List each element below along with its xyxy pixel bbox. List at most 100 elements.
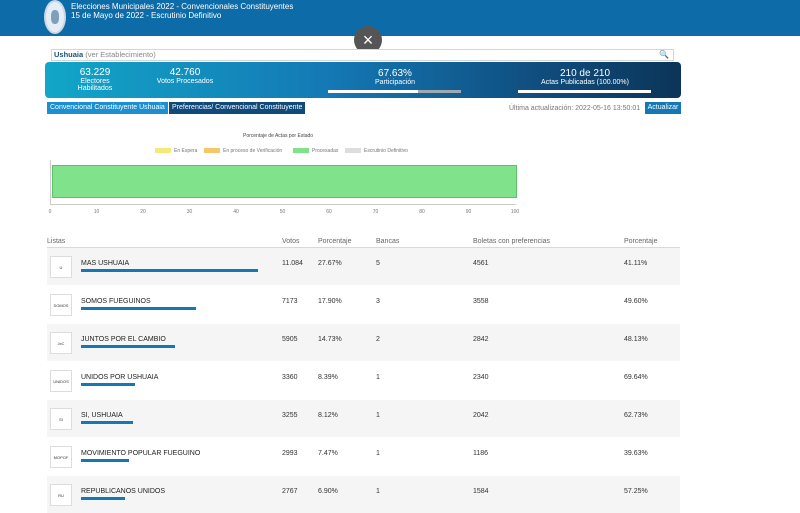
votes-cell: 3255 — [282, 412, 298, 419]
party-vote-bar — [81, 497, 126, 500]
update-button[interactable]: Actualizar — [645, 102, 681, 114]
party-logo: UNIDOS — [50, 370, 72, 392]
province-seal-logo — [44, 0, 66, 34]
stat-electores: 63.229 Electores Habilitados — [65, 67, 125, 92]
x-tick-label: 40 — [233, 209, 239, 215]
party-logo: JxC — [50, 332, 72, 354]
percentage-cell: 17.90% — [318, 298, 342, 305]
x-tick-label: 80 — [419, 209, 425, 215]
stat-votos: 42.760 Votos Procesados — [155, 67, 215, 85]
preference-percentage-cell: 62.73% — [624, 412, 648, 419]
party-logo: RU — [50, 484, 72, 506]
col-header-votos: Votos — [282, 238, 300, 245]
legend-item[interactable]: En Espera — [155, 148, 197, 154]
col-header-listas: Listas — [47, 238, 66, 245]
legend-label: Escrutinio Definitivo — [364, 148, 408, 154]
preference-ballots-cell: 2842 — [473, 336, 489, 343]
party-logo: MOPOF — [50, 446, 72, 468]
party-name: MOVIMIENTO POPULAR FUEGUINO — [81, 450, 201, 457]
legend-swatch — [204, 148, 220, 154]
percentage-cell: 6.90% — [318, 488, 338, 495]
col-header-porcentaje-preferencias: Porcentaje — [624, 238, 658, 245]
legend-label: En Espera — [174, 148, 198, 154]
electores-value: 63.229 — [79, 67, 111, 78]
percentage-cell: 27.67% — [318, 260, 342, 267]
party-name: JUNTOS POR EL CAMBIO — [81, 336, 166, 343]
votes-cell: 2993 — [282, 450, 298, 457]
seats-cell: 1 — [376, 488, 380, 495]
votes-cell: 2767 — [282, 488, 298, 495]
percentage-cell: 8.39% — [318, 374, 338, 381]
x-tick-label: 20 — [140, 209, 146, 215]
seats-cell: 1 — [376, 450, 380, 457]
party-logo: SI — [50, 408, 72, 430]
stat-actas: 210 de 210 Actas Publicadas (100.00%) — [515, 68, 655, 86]
x-tick-label: 70 — [372, 209, 379, 215]
table-row[interactable]: UNIDOS UNIDOS POR USHUAIA 3360 8.39% 1 2340 69… — [47, 362, 680, 399]
tab-convencional-ushuaia[interactable]: Convencional Constituyente Ushuaia — [47, 102, 168, 114]
legend-label: En proceso de Verificación — [223, 148, 283, 154]
preference-ballots-cell: 2042 — [473, 412, 489, 419]
party-logo: SOMOS — [50, 294, 72, 316]
table-row[interactable]: JxC JUNTOS POR EL CAMBIO 5905 14.73% 2 2842 48… — [47, 324, 680, 361]
participacion-value: 67.63% — [378, 68, 412, 79]
preference-percentage-cell: 39.63% — [624, 450, 648, 457]
table-row[interactable]: U MAS USHUAIA 11.084 27.67% 5 4561 41.11% — [47, 248, 680, 285]
col-header-bancas: Bancas — [376, 238, 400, 245]
votes-cell: 11.084 — [282, 260, 303, 267]
x-tick-label: 30 — [186, 209, 193, 215]
search-icon[interactable]: 🔍 — [659, 50, 669, 59]
party-name: REPUBLICANOS UNIDOS — [81, 488, 166, 495]
actas-label: Actas Publicadas (100.00%) — [541, 79, 629, 86]
actas-value: 210 de 210 — [559, 68, 611, 79]
chart-plot-area — [50, 160, 517, 205]
legend-item[interactable]: Procesadas — [293, 148, 338, 154]
legend-item[interactable]: En proceso de Verificación — [204, 148, 282, 154]
electores-label: Electores Habilitados — [77, 78, 113, 92]
preference-percentage-cell: 69.64% — [624, 374, 648, 381]
search-location: Ushuaia — [54, 50, 84, 59]
party-vote-bar — [81, 383, 135, 386]
location-search-input[interactable]: Ushuaia (ver Establecimiento) 🔍 — [51, 49, 674, 61]
legend-swatch — [345, 148, 361, 154]
stat-participacion: 67.63% Participación — [345, 68, 445, 86]
party-vote-bar — [81, 307, 196, 310]
header-subtitle: 15 de Mayo de 2022 - Escrutinio Definiti… — [71, 11, 222, 20]
party-vote-bar — [81, 421, 133, 424]
party-name: UNIDOS POR USHUAIA — [81, 374, 159, 381]
summary-banner: 63.229 Electores Habilitados 42.760 Voto… — [45, 62, 681, 98]
seats-cell: 2 — [376, 336, 380, 343]
seats-cell: 1 — [376, 412, 380, 419]
table-row[interactable]: SOMOS SOMOS FUEGUINOS 7173 17.90% 3 3558 49.60… — [47, 286, 680, 323]
preference-ballots-cell: 3558 — [473, 298, 489, 305]
tab-preferencias[interactable]: Preferencias/ Convencional Constituyente — [169, 102, 306, 114]
x-tick-label: 0 — [48, 209, 52, 215]
preference-percentage-cell: 41.11% — [624, 260, 648, 267]
percentage-cell: 7.47% — [318, 450, 338, 457]
x-tick-label: 50 — [279, 209, 286, 215]
legend-label: Procesadas — [312, 148, 339, 154]
preference-ballots-cell: 2340 — [473, 374, 489, 381]
table-row[interactable]: MOPOF MOVIMIENTO POPULAR FUEGUINO 2993 7.47… — [47, 438, 680, 475]
preference-percentage-cell: 57.25% — [624, 488, 648, 495]
legend-item[interactable]: Escrutinio Definitivo — [345, 148, 408, 154]
participacion-progress-bar — [328, 90, 418, 93]
seats-cell: 1 — [376, 374, 380, 381]
votes-cell: 3360 — [282, 374, 298, 381]
participacion-label: Participación — [374, 79, 416, 86]
chart-bar-procesadas[interactable] — [52, 165, 517, 198]
col-header-boletas: Boletas con preferencias — [473, 238, 551, 245]
votos-label: Votos Procesados — [156, 78, 214, 85]
table-row[interactable]: SI SI, USHUAIA 3255 8.12% 1 2042 62.73% — [47, 400, 680, 437]
party-vote-bar — [81, 345, 176, 348]
party-vote-bar — [81, 459, 129, 462]
x-tick-label: 60 — [326, 209, 332, 215]
table-row[interactable]: RU REPUBLICANOS UNIDOS 2767 6.90% 1 1584 57.25… — [47, 476, 680, 513]
col-header-porcentaje: Porcentaje — [318, 238, 352, 245]
x-tick-label: 10 — [93, 209, 100, 215]
header-title: Elecciones Municipales 2022 - Convencion… — [71, 2, 294, 11]
preference-ballots-cell: 4561 — [473, 260, 489, 267]
party-vote-bar — [81, 269, 259, 272]
preference-ballots-cell: 1186 — [473, 450, 489, 457]
party-name: SI, USHUAIA — [81, 412, 123, 419]
